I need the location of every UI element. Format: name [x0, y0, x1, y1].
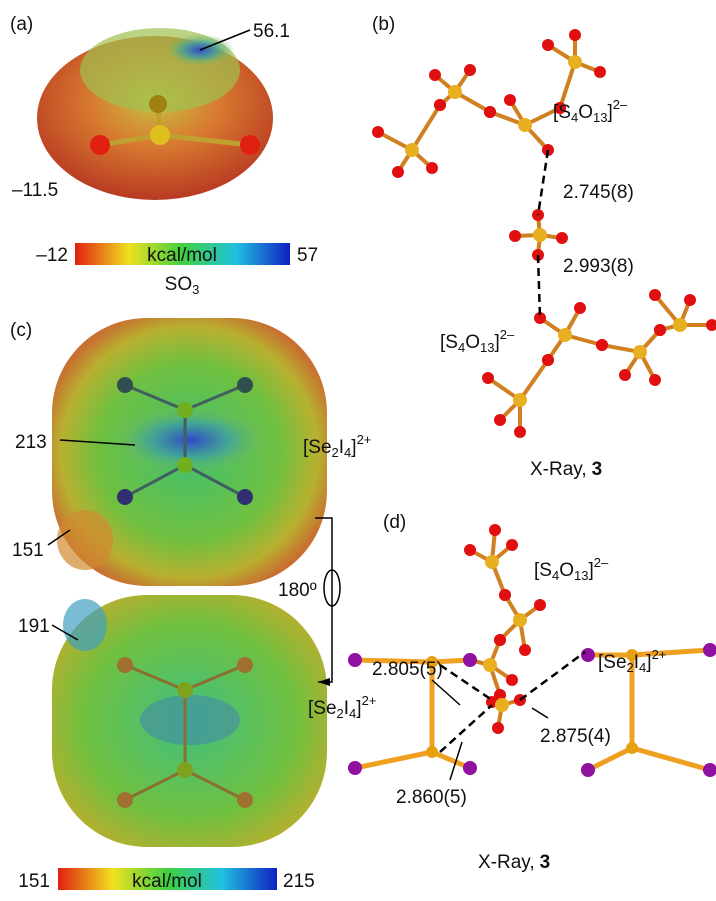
bond: [355, 752, 432, 768]
atom: [673, 318, 687, 332]
atom: [684, 294, 696, 306]
atom: [494, 414, 506, 426]
atom: [556, 232, 568, 244]
value-label: 191: [18, 616, 50, 637]
colorbar-max: 215: [283, 871, 315, 892]
atom: [568, 55, 582, 69]
atom: [506, 539, 518, 551]
surface-a: [37, 28, 273, 200]
molecule-name: SO3: [165, 274, 200, 297]
atom: [429, 69, 441, 81]
value-label: –11.5: [12, 180, 58, 201]
distance-label: 2.805(5): [372, 659, 443, 680]
formula: [S4O13]2–: [553, 97, 628, 125]
atom: [581, 763, 595, 777]
atom: [519, 644, 531, 656]
atom: [513, 393, 527, 407]
s4o13-model-b: [372, 29, 716, 438]
atom: [495, 698, 509, 712]
formula: [S4O13]2–: [534, 555, 609, 583]
distance-label: 2.993(8): [563, 256, 634, 277]
bond: [632, 748, 710, 770]
atom: [392, 166, 404, 178]
atom: [489, 524, 501, 536]
atom: [558, 328, 572, 342]
atom: [514, 426, 526, 438]
atom: [534, 599, 546, 611]
atom: [463, 761, 477, 775]
value-label: 56.1: [253, 21, 290, 42]
atom: [405, 143, 419, 157]
bond: [520, 360, 548, 400]
atom: [654, 324, 666, 336]
atom: [434, 99, 446, 111]
atom: [594, 66, 606, 78]
bond: [412, 105, 440, 150]
figure: (a) 56.1 –11.5 –12 kcal/mol 57 SO3 (b) […: [0, 0, 716, 896]
atom: [348, 653, 362, 667]
atom: [463, 653, 477, 667]
atom: [542, 354, 554, 366]
atom: [574, 302, 586, 314]
caption: X-Ray,3: [478, 852, 550, 873]
bond: [632, 650, 710, 655]
formula: [Se2I4]2+: [308, 693, 376, 721]
atom: [518, 118, 532, 132]
atom: [596, 339, 608, 351]
value-label: 213: [15, 432, 47, 453]
panel-label: (b): [372, 14, 395, 35]
atom: [448, 85, 462, 99]
distance-label: 2.860(5): [396, 787, 467, 808]
atom: [703, 643, 716, 657]
atom: [626, 742, 638, 754]
atom: [482, 372, 494, 384]
distance-label: 2.745(8): [563, 182, 634, 203]
distance-label: 2.875(4): [540, 726, 611, 747]
atom: [542, 39, 554, 51]
atom: [485, 555, 499, 569]
atom: [633, 345, 647, 359]
atom: [426, 162, 438, 174]
colorbar-unit: kcal/mol: [132, 871, 202, 892]
atom: [581, 648, 595, 662]
atom: [619, 369, 631, 381]
atom: [706, 319, 716, 331]
atom: [504, 94, 516, 106]
atom: [484, 106, 496, 118]
formula: [S4O13]2–: [440, 327, 515, 355]
panel-label: (a): [10, 14, 33, 35]
leaders-d: [432, 680, 548, 780]
panel-label: (c): [10, 320, 32, 341]
value-label: 151: [12, 540, 44, 561]
atom: [372, 126, 384, 138]
panel-label: (d): [383, 512, 406, 533]
colorbar-min: –12: [36, 245, 68, 266]
atom: [649, 374, 661, 386]
atom: [492, 722, 504, 734]
atom: [499, 589, 511, 601]
atom: [494, 634, 506, 646]
atom: [513, 613, 527, 627]
rotation-label: 180º: [278, 580, 317, 601]
atom: [533, 228, 547, 242]
atom: [464, 64, 476, 76]
colorbar-min: 151: [18, 871, 50, 892]
atom: [464, 544, 476, 556]
atom: [703, 763, 716, 777]
atom: [506, 674, 518, 686]
atom: [426, 746, 438, 758]
bond: [588, 748, 632, 770]
atom: [348, 761, 362, 775]
formula: [Se2I4]2+: [303, 432, 371, 460]
atom: [483, 658, 497, 672]
atom: [649, 289, 661, 301]
colorbar-unit: kcal/mol: [147, 245, 217, 266]
atom: [509, 230, 521, 242]
caption: X-Ray,3: [530, 459, 602, 480]
colorbar-max: 57: [297, 245, 318, 266]
atom: [569, 29, 581, 41]
